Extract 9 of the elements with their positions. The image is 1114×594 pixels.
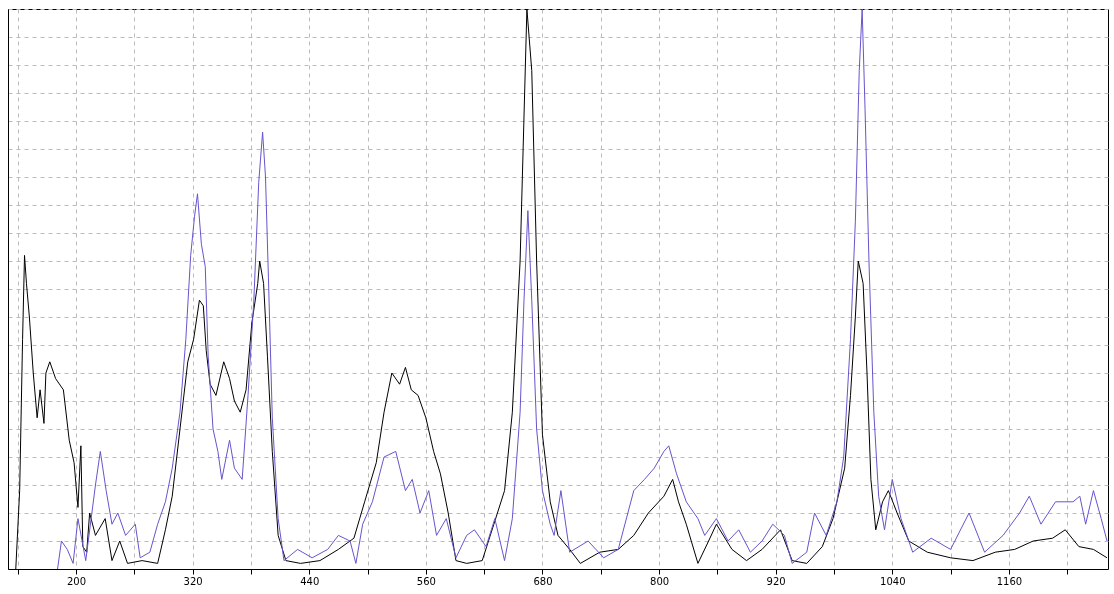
x-tick-label: 1160 bbox=[996, 575, 1023, 587]
x-tick-label: 680 bbox=[533, 575, 553, 587]
x-tick-label: 920 bbox=[766, 575, 786, 587]
x-tick-label: 320 bbox=[183, 575, 203, 587]
x-tick-label: 440 bbox=[300, 575, 320, 587]
x-tick-label: 800 bbox=[650, 575, 670, 587]
x-tick-label: 1040 bbox=[880, 575, 906, 587]
x-tick-label: 560 bbox=[416, 575, 436, 587]
x-tick-label: 200 bbox=[66, 575, 87, 587]
